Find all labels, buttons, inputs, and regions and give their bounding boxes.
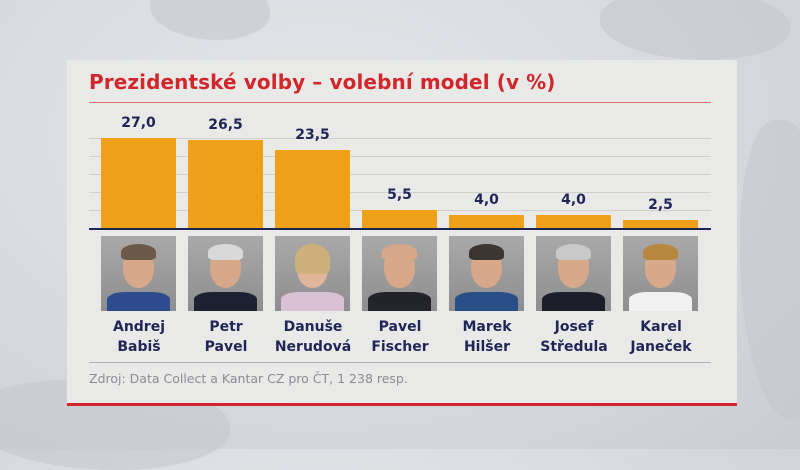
- candidate-name-hilser: Marek Hilšer: [462, 319, 512, 355]
- value-label: 26,5: [208, 117, 243, 133]
- chart-baseline: [89, 228, 711, 230]
- gridline: [89, 156, 711, 157]
- value-label: 4,0: [561, 192, 586, 208]
- candidate-name-nerudova: Danuše Nerudová: [274, 319, 352, 355]
- value-label: 4,0: [474, 192, 499, 208]
- bar-fischer: [362, 210, 437, 228]
- value-label: 2,5: [648, 197, 673, 213]
- bar-babis: [101, 138, 176, 228]
- background-map-shape: [600, 0, 790, 60]
- candidate-photo-nerudova: [275, 236, 350, 311]
- bar-pavel: [188, 140, 263, 228]
- candidate-name-fischer: Pavel Fischer: [371, 319, 429, 355]
- candidate-name-babis: Andrej Babiš: [112, 319, 166, 355]
- bar-stredula: [536, 215, 611, 228]
- background-map-shape: [740, 120, 800, 420]
- chart-panel: Prezidentské volby – volební model (v %)…: [67, 60, 737, 405]
- gridline: [89, 138, 711, 139]
- gridline: [89, 174, 711, 175]
- gridline: [89, 192, 711, 193]
- value-label: 23,5: [295, 127, 330, 143]
- bar-chart: 27,0 26,5 23,5 5,5 4,0 4,0 2,5: [89, 103, 711, 230]
- candidate-photo-babis: [101, 236, 176, 311]
- candidate-photo-stredula: [536, 236, 611, 311]
- candidate-name-pavel: Petr Pavel: [204, 319, 248, 355]
- candidate-photo-janecek: [623, 236, 698, 311]
- chart-title: Prezidentské volby – volební model (v %): [89, 70, 556, 94]
- candidate-photo-pavel: [188, 236, 263, 311]
- candidate-name-stredula: Josef Středula: [540, 319, 608, 355]
- value-label: 27,0: [121, 115, 156, 131]
- candidate-photo-fischer: [362, 236, 437, 311]
- candidate-photo-hilser: [449, 236, 524, 311]
- title-divider: [89, 102, 711, 103]
- background-map-shape: [150, 0, 270, 40]
- bar-hilser: [449, 215, 524, 228]
- candidate-name-janecek: Karel Janeček: [630, 319, 692, 355]
- value-label: 5,5: [387, 187, 412, 203]
- bar-janecek: [623, 220, 698, 228]
- bar-nerudova: [275, 150, 350, 228]
- source-note: Zdroj: Data Collect a Kantar CZ pro ČT, …: [89, 371, 408, 386]
- panel-accent-line: [67, 403, 737, 406]
- footer-divider: [89, 362, 711, 363]
